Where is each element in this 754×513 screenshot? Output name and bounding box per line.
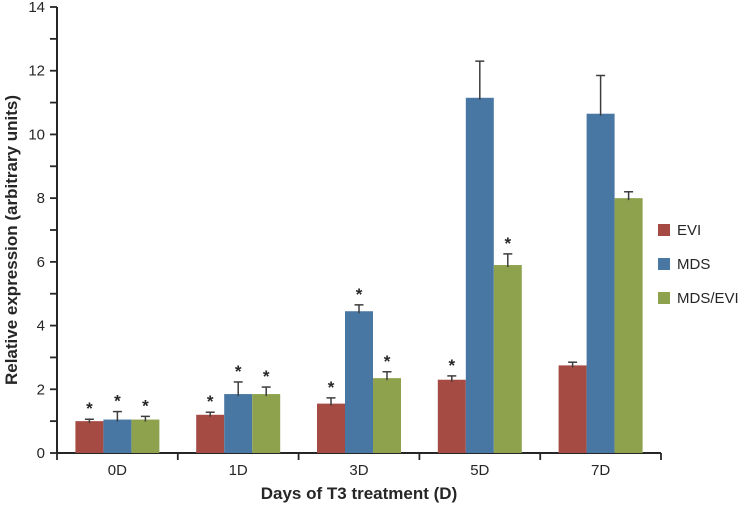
y-tick-label: 0	[37, 445, 45, 462]
significance-asterisk: *	[86, 399, 93, 418]
x-tick-label: 3D	[349, 462, 368, 479]
x-tick-label: 0D	[108, 462, 127, 479]
y-tick-label: 14	[28, 0, 45, 16]
evi-bar-5d	[437, 379, 466, 453]
legend-swatch-icon	[658, 292, 670, 304]
significance-asterisk: *	[263, 367, 270, 386]
x-tick-label: 7D	[591, 462, 610, 479]
y-tick-label: 10	[28, 126, 45, 143]
legend-swatch-icon	[658, 224, 670, 236]
significance-asterisk: *	[448, 356, 455, 375]
mds-bar-3d	[345, 311, 373, 453]
significance-asterisk: *	[207, 392, 214, 411]
legend-label: MDS/EVI	[677, 289, 739, 307]
mds-evi-bar-7d	[614, 198, 643, 453]
evi-bar-0d	[75, 421, 104, 453]
significance-asterisk: *	[328, 378, 335, 397]
y-tick-label: 4	[37, 318, 45, 335]
significance-asterisk: *	[504, 234, 511, 253]
legend-label: EVI	[677, 221, 702, 239]
y-axis-title: Relative expression (arbitrary units)	[2, 94, 21, 386]
significance-asterisk: *	[114, 392, 121, 411]
legend-item-evi: EVI	[658, 213, 739, 247]
mds-evi-bar-3d	[373, 378, 401, 453]
significance-asterisk: *	[235, 362, 242, 381]
mds-bar-1d	[224, 394, 253, 453]
chart-legend: EVI MDS MDS/EVI	[658, 213, 739, 315]
significance-asterisk: *	[384, 352, 391, 371]
evi-bar-1d	[196, 414, 225, 453]
mds-evi-bar-1d	[252, 394, 281, 453]
significance-asterisk: *	[356, 285, 363, 304]
mds-bar-7d	[586, 113, 615, 453]
legend-label: MDS	[677, 255, 711, 273]
x-tick-label: 5D	[470, 462, 489, 479]
y-tick-label: 8	[37, 190, 45, 207]
mds-bar-0d	[103, 419, 132, 453]
mds-evi-bar-0d	[131, 419, 160, 453]
legend-swatch-icon	[658, 258, 670, 270]
evi-bar-3d	[317, 403, 345, 453]
legend-item-mds-evi: MDS/EVI	[658, 281, 739, 315]
x-axis-title: Days of T3 treatment (D)	[260, 484, 458, 503]
x-tick-label: 1D	[229, 462, 248, 479]
mds-evi-bar-5d	[493, 265, 522, 453]
y-tick-label: 2	[37, 381, 45, 398]
legend-item-mds: MDS	[658, 247, 739, 281]
y-tick-label: 12	[28, 63, 45, 80]
significance-asterisk: *	[142, 396, 149, 415]
evi-bar-7d	[558, 365, 587, 453]
mds-bar-5d	[465, 97, 494, 454]
y-tick-label: 6	[37, 254, 45, 271]
